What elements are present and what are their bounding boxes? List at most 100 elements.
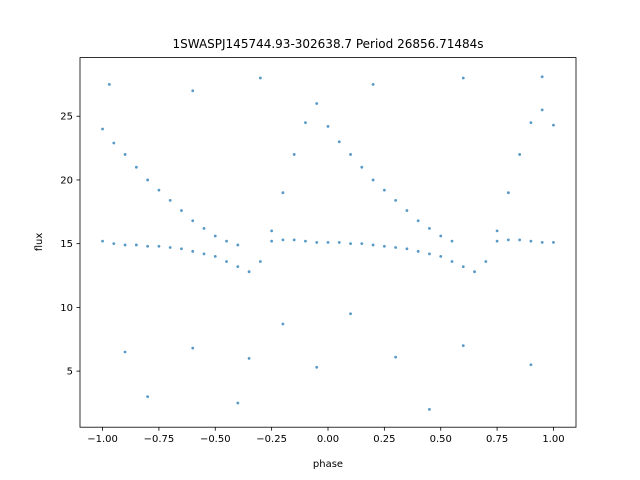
data-point [213,234,217,238]
x-tick-label: −1.00 [87,434,118,445]
y-tick-label: 5 [67,367,73,378]
y-tick-label: 20 [60,175,73,186]
data-point [326,241,330,244]
data-point [112,141,116,145]
data-point [270,239,274,243]
data-point [281,322,285,326]
x-axis-label: phase [313,459,343,470]
data-point [473,270,476,274]
data-point [439,255,443,258]
data-point [552,123,555,127]
data-point [123,350,127,354]
data-point [134,243,138,247]
data-point [495,229,499,233]
data-point [315,102,319,105]
data-point [281,191,285,195]
data-point [428,226,431,230]
data-point [202,252,206,256]
data-point [236,265,240,269]
data-point [552,241,555,244]
chart-title: 1SWASPJ145744.93-302638.7 Period 26856.7… [172,37,483,51]
y-tick-label: 10 [60,303,73,314]
data-point [529,121,533,124]
data-point [157,188,161,192]
data-point [337,140,341,144]
data-point [191,89,195,93]
y-tick-label: 15 [60,239,73,250]
x-tick-label: 0.50 [430,434,452,445]
data-point [360,165,364,169]
data-point [315,241,319,244]
x-tick-label: −0.50 [200,434,231,445]
data-point [270,229,274,233]
data-point [292,153,296,156]
plot-area [79,57,577,428]
data-point [134,165,138,169]
data-point [213,255,217,258]
data-point [506,191,510,195]
data-point [405,247,409,251]
data-point [371,178,375,182]
data-point [428,252,431,256]
x-tick-label: 0.75 [486,434,508,445]
data-point [495,239,499,243]
data-point [168,246,172,249]
data-point [236,243,240,247]
data-point [506,238,510,242]
data-point [180,247,183,251]
data-point [157,244,161,248]
data-point [540,241,544,244]
data-point [484,260,488,263]
data-point [349,153,352,156]
data-point [416,249,420,253]
data-point [461,344,465,348]
data-point [337,241,341,244]
data-point [146,178,150,182]
data-point [450,260,454,263]
x-axis: −1.00 −0.75 −0.50 −0.25 0.00 0.25 0.50 0.75 1.00 [87,427,565,445]
y-axis-label: flux [34,233,45,252]
data-point [191,346,195,350]
data-point [202,226,206,230]
data-point [461,76,465,80]
data-point [326,125,330,128]
data-point [349,312,352,316]
data-point [428,407,431,411]
data-point [146,244,150,248]
data-point [123,243,127,247]
y-axis: 5 10 15 20 25 [60,112,80,378]
data-point [529,239,533,243]
data-point [382,188,386,192]
data-point [405,209,409,212]
data-point [304,239,307,243]
data-point [292,238,296,242]
x-tick-label: −0.25 [256,434,287,445]
data-point [247,356,251,360]
data-point [225,260,228,263]
data-point [258,260,262,263]
data-point [191,249,195,253]
points-layer [101,75,555,411]
y-tick-label: 25 [60,112,73,123]
data-point [439,234,443,238]
data-point [540,75,544,79]
data-point [180,209,183,212]
data-point [168,198,172,202]
x-tick-label: −0.75 [144,434,175,445]
data-point [315,365,319,369]
data-point [236,401,240,405]
data-point [123,153,127,156]
data-point [107,82,111,86]
data-point [349,242,352,246]
data-point [382,244,386,248]
data-point [112,242,116,246]
data-point [394,246,398,249]
data-point [360,242,364,246]
x-tick-label: 0.25 [373,434,395,445]
data-point [518,238,522,242]
data-point [258,76,262,80]
data-point [304,121,307,124]
data-point [146,395,150,399]
